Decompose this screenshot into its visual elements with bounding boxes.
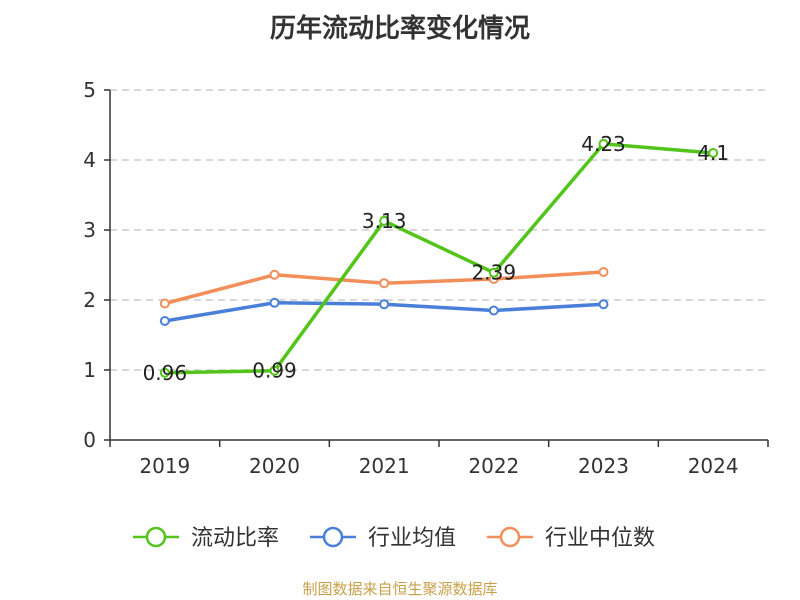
data-label: 0.96 [143, 361, 188, 385]
data-label: 4.23 [581, 132, 626, 156]
legend-circle-marker [499, 526, 521, 548]
axes: 0 1 2 3 4 5 2019 2020 2021 2022 2023 2024 [83, 78, 769, 478]
series-line [164, 142, 714, 375]
legend-circle-marker [145, 526, 167, 548]
data-point[interactable] [269, 365, 280, 376]
y-tick-label: 4 [83, 148, 96, 172]
legend-item[interactable]: 流动比率 [133, 526, 279, 551]
source-footer: 制图数据来自恒生聚源数据库 [302, 580, 498, 598]
x-tick-label: 2020 [249, 454, 300, 478]
data-label: 2.39 [472, 261, 517, 285]
y-tick-label: 3 [83, 218, 96, 242]
data-label: 0.99 [252, 359, 297, 383]
data-point[interactable] [379, 299, 390, 310]
gridlines [110, 89, 768, 371]
x-tick-label: 2021 [359, 454, 410, 478]
y-tick-label: 0 [83, 428, 96, 452]
data-point[interactable] [488, 305, 499, 316]
y-tick-label: 5 [83, 78, 96, 102]
x-tick-label: 2022 [468, 454, 519, 478]
data-point[interactable] [159, 298, 170, 309]
data-point[interactable] [708, 148, 719, 158]
x-tick-label: 2024 [688, 454, 739, 478]
legend-item[interactable]: 行业中位数 [487, 526, 655, 551]
data-point[interactable] [379, 215, 390, 226]
y-tick-label: 1 [83, 358, 96, 382]
data-point[interactable] [379, 278, 390, 289]
y-tick-label: 2 [83, 288, 96, 312]
legend-circle-marker [322, 526, 344, 548]
legend-item[interactable]: 行业均值 [310, 526, 456, 551]
legend[interactable]: 流动比率 行业均值 行业中位数 [133, 526, 655, 551]
chart-title: 历年流动比率变化情况 [269, 14, 530, 44]
legend-label: 流动比率 [191, 526, 279, 551]
data-point[interactable] [598, 299, 609, 310]
data-label: 3.13 [362, 209, 407, 233]
legend-label: 行业均值 [368, 526, 456, 551]
x-tick-label: 2019 [139, 454, 190, 478]
data-point[interactable] [159, 367, 170, 378]
series-lines [159, 138, 719, 378]
data-label: 4.1 [697, 141, 729, 165]
x-tick-label: 2023 [578, 454, 629, 478]
data-point[interactable] [269, 297, 280, 308]
data-point[interactable] [598, 267, 609, 277]
data-labels: 0.96 0.99 3.13 2.39 4.23 4.1 [143, 132, 730, 385]
data-point[interactable] [598, 138, 609, 149]
data-point[interactable] [488, 267, 499, 278]
data-point[interactable] [269, 269, 280, 280]
legend-label: 行业中位数 [545, 526, 655, 551]
data-point[interactable] [159, 316, 170, 326]
